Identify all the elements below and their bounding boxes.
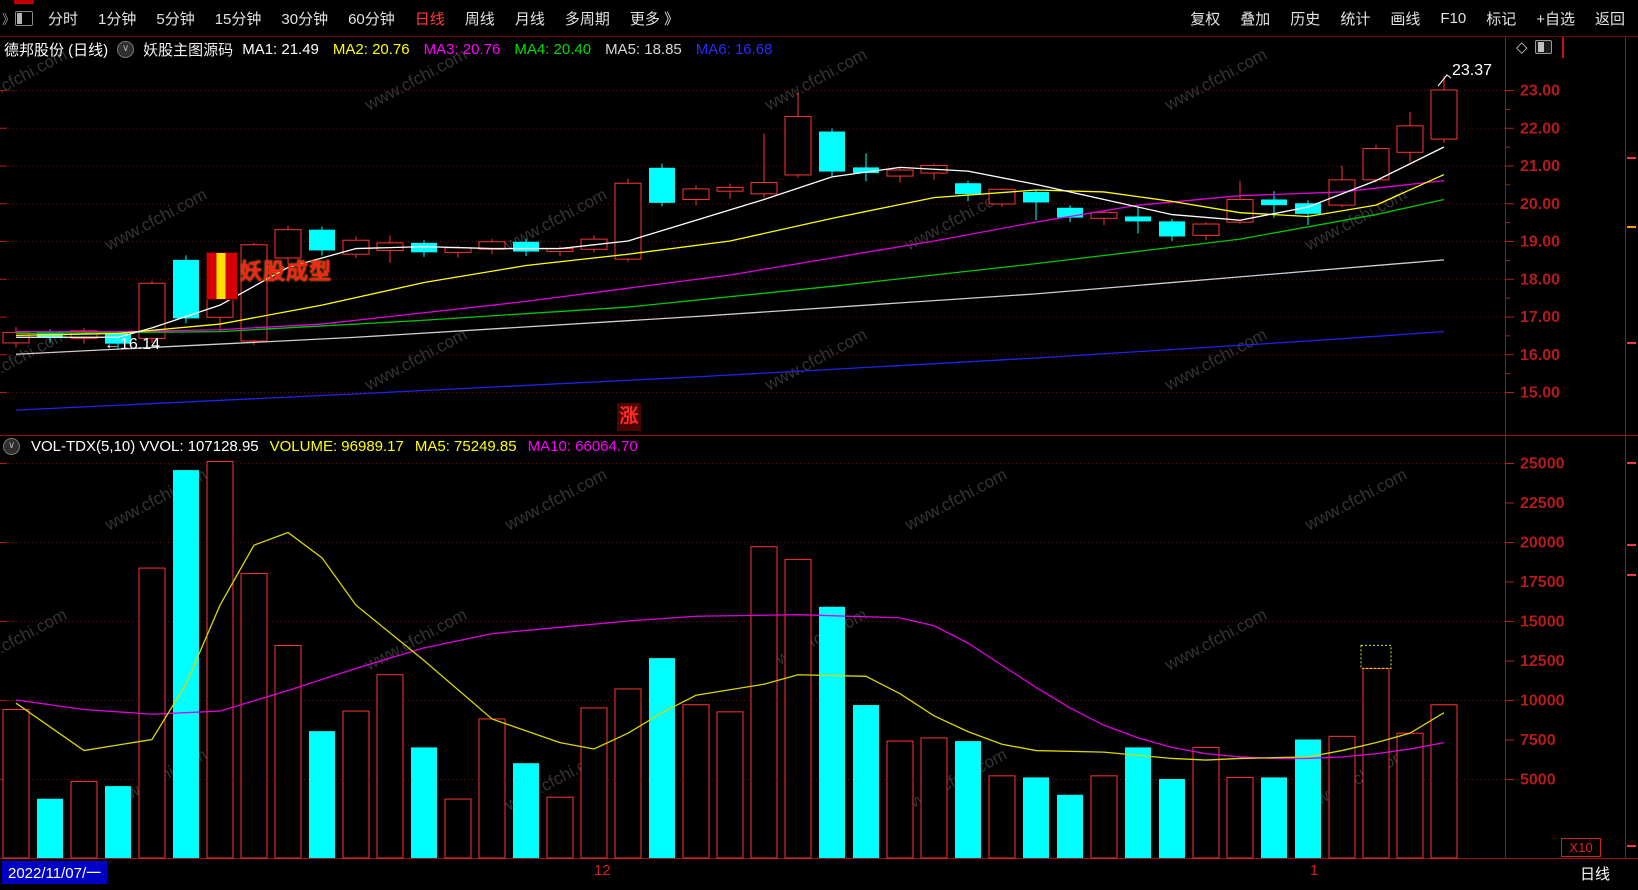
toolbar-tool-5[interactable]: F10 bbox=[1440, 9, 1467, 27]
toolbar-period-7[interactable]: 周线 bbox=[464, 10, 495, 28]
toolbar-tool-8[interactable]: 返回 bbox=[1594, 10, 1625, 28]
toolbar-period-6[interactable]: 日线 bbox=[414, 10, 445, 28]
indicator-name[interactable]: 妖股主图源码 bbox=[143, 41, 234, 59]
toolbar-tool-0[interactable]: 复权 bbox=[1190, 10, 1221, 28]
start-date-cell: 2022/11/07/一 bbox=[2, 861, 108, 884]
current-bar-marker bbox=[1562, 37, 1564, 58]
price-axis-label: 15.00 bbox=[1520, 385, 1560, 402]
price-axis-label: 20.00 bbox=[1520, 196, 1560, 213]
ma-value-5: MA5: 18.85 bbox=[605, 40, 682, 58]
toolbar-tool-7[interactable]: +自选 bbox=[1536, 10, 1575, 28]
ma-value-4: MA4: 20.40 bbox=[514, 40, 592, 58]
toolbar-period-3[interactable]: 15分钟 bbox=[214, 10, 262, 28]
volume-header-1: VOLUME: 96989.17 bbox=[269, 438, 404, 455]
panel-toggle-icon[interactable] bbox=[15, 10, 34, 26]
rise-stamp: 涨 bbox=[617, 403, 641, 431]
price-axis-label: 21.00 bbox=[1520, 158, 1560, 175]
active-tab-indicator bbox=[14, 0, 34, 4]
volume-header-3: MA10: 66064.70 bbox=[527, 438, 638, 455]
month-label-january: 1 bbox=[1310, 862, 1319, 879]
toolbar-tool-2[interactable]: 历史 bbox=[1290, 10, 1321, 28]
volume-unit-label: X10 bbox=[1561, 838, 1601, 857]
stock-title: 德邦股份 (日线) bbox=[4, 41, 109, 59]
toolbar-period-4[interactable]: 30分钟 bbox=[281, 10, 329, 28]
volume-values: VOL-TDX(5,10) VVOL: 107128.95 VOLUME: 969… bbox=[31, 438, 638, 455]
volume-axis-label: 17500 bbox=[1520, 574, 1565, 591]
indicator-collapse-icon[interactable]: ∨ bbox=[117, 40, 135, 58]
volume-axis-label: 7500 bbox=[1520, 732, 1556, 749]
volume-axis-label: 20000 bbox=[1520, 535, 1565, 552]
toolbar-period-5[interactable]: 60分钟 bbox=[348, 10, 395, 28]
toolbar: 》 分时 1分钟 5分钟 15分钟 30分钟 60分钟 日线 周线 月线 多周期 更多 》 复权 叠加… bbox=[0, 0, 1638, 37]
date-axis: 2022/11/07/一 12 1 日线 bbox=[0, 859, 1638, 890]
toolbar-tool-3[interactable]: 统计 bbox=[1340, 10, 1371, 28]
collapse-chevron-icon[interactable]: 》 bbox=[2, 11, 15, 27]
split-view-icon[interactable] bbox=[1534, 40, 1552, 54]
volume-axis-label: 25000 bbox=[1520, 456, 1565, 473]
chart-title-row: 德邦股份 (日线) ∨ 妖股主图源码 MA1: 21.49 MA2: 20.76 M… bbox=[4, 38, 773, 60]
volume-axis-label: 15000 bbox=[1520, 614, 1565, 631]
ma-value-1: MA1: 21.49 bbox=[242, 40, 319, 58]
volume-axis-label: 10000 bbox=[1520, 693, 1565, 710]
volume-header-0: VOL-TDX(5,10) VVOL: 107128.95 bbox=[31, 438, 259, 455]
toolbar-tool-4[interactable]: 画线 bbox=[1390, 10, 1421, 28]
ma-value-2: MA2: 20.76 bbox=[332, 40, 410, 58]
period-menu: 分时 1分钟 5分钟 15分钟 30分钟 60分钟 日线 周线 月线 多周期 更多 》 bbox=[39, 4, 688, 33]
toolbar-period-8[interactable]: 月线 bbox=[514, 10, 545, 28]
month-label-december: 12 bbox=[594, 862, 611, 879]
toolbar-period-1[interactable]: 1分钟 bbox=[98, 10, 137, 28]
high-price-annotation: 23.37 bbox=[1452, 62, 1493, 79]
period-indicator[interactable]: 日线 bbox=[1580, 866, 1611, 883]
price-axis-label: 16.00 bbox=[1520, 347, 1560, 364]
volume-axis-label: 5000 bbox=[1520, 772, 1556, 789]
tools-menu: 复权 叠加 历史 统计 画线 F10 标记 +自选 返回 bbox=[1181, 4, 1634, 33]
toolbar-period-10[interactable]: 更多 》 bbox=[629, 10, 680, 28]
diamond-icon[interactable]: ◇ bbox=[1516, 39, 1528, 56]
price-axis-label: 18.00 bbox=[1520, 271, 1560, 288]
price-axis-label: 17.00 bbox=[1520, 309, 1560, 326]
price-axis-label: 23.00 bbox=[1520, 83, 1560, 100]
price-axis-label: 22.00 bbox=[1520, 120, 1560, 137]
toolbar-period-2[interactable]: 5分钟 bbox=[156, 10, 195, 28]
signal-label: 妖股成型 bbox=[240, 259, 333, 284]
signal-marker-icon bbox=[206, 252, 238, 300]
toolbar-period-9[interactable]: 多周期 bbox=[564, 10, 610, 28]
volume-header-2: MA5: 75249.85 bbox=[414, 438, 517, 455]
toolbar-period-0[interactable]: 分时 bbox=[48, 10, 79, 28]
toolbar-tool-1[interactable]: 叠加 bbox=[1240, 10, 1271, 28]
price-axis-label: 19.00 bbox=[1520, 234, 1560, 251]
volume-axis-label: 12500 bbox=[1520, 653, 1565, 670]
ma-values: MA1: 21.49 MA2: 20.76 MA3: 20.76 MA4: 20.40… bbox=[242, 41, 772, 58]
volume-collapse-icon[interactable]: ∨ bbox=[3, 438, 20, 455]
ma-value-3: MA3: 20.76 bbox=[423, 40, 501, 58]
ma-value-6: MA6: 16.68 bbox=[695, 40, 773, 58]
volume-axis-label: 22500 bbox=[1520, 495, 1565, 512]
title-right-icons: ◇ bbox=[1516, 38, 1552, 56]
toolbar-tool-6[interactable]: 标记 bbox=[1486, 10, 1517, 28]
low-price-annotation: ←16.14 bbox=[104, 336, 161, 353]
volume-indicator-header: ∨ VOL-TDX(5,10) VVOL: 107128.95 VOLUME: 9… bbox=[3, 438, 638, 455]
